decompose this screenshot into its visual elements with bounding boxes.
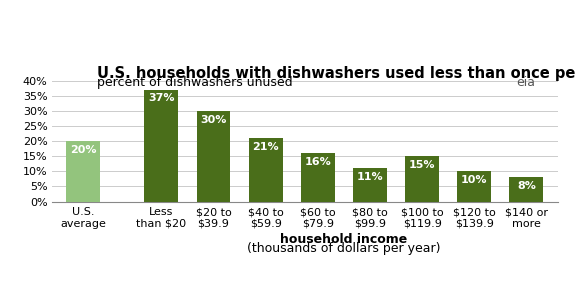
Text: household income: household income — [280, 233, 408, 246]
Bar — [509, 177, 543, 202]
Text: 30%: 30% — [200, 115, 227, 124]
Text: 8%: 8% — [517, 181, 536, 191]
Text: 10%: 10% — [461, 175, 488, 185]
Bar — [248, 138, 282, 202]
Bar — [66, 141, 100, 202]
Text: percent of dishwashers unused: percent of dishwashers unused — [97, 76, 293, 89]
Text: 37%: 37% — [148, 93, 175, 103]
Bar — [197, 111, 231, 202]
Bar — [353, 168, 387, 202]
Text: eia: eia — [516, 76, 535, 89]
Bar — [457, 171, 491, 202]
Bar — [301, 153, 335, 202]
Text: 21%: 21% — [252, 142, 279, 152]
Text: 15%: 15% — [409, 160, 435, 170]
Bar — [144, 90, 178, 202]
Text: 11%: 11% — [356, 172, 384, 182]
Text: 20%: 20% — [70, 145, 96, 155]
Text: U.S. households with dishwashers used less than once per week: U.S. households with dishwashers used le… — [97, 66, 575, 81]
Text: 16%: 16% — [304, 157, 331, 167]
Text: (thousands of dollars per year): (thousands of dollars per year) — [247, 242, 440, 255]
Bar — [405, 156, 439, 202]
